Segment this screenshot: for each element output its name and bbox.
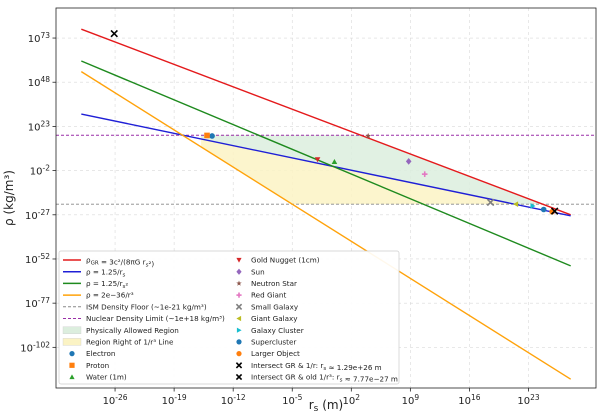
x-tick-label: 109 xyxy=(402,393,420,407)
legend-swatch-galaxy-cluster xyxy=(236,327,242,333)
point-intersect-gr-1-r-r-s-1-29e-26-m xyxy=(550,207,559,215)
legend-label-red-giant: Red Giant xyxy=(251,291,286,300)
legend-label-intersect-gr-1-r-r-s-1-29e-26-m: Intersect GR & 1/r: rs ≈ 1.29e+26 m xyxy=(251,361,382,372)
legend-label-physically-allowed-region: Physically Allowed Region xyxy=(86,326,179,335)
point-gold-nugget-1cm xyxy=(314,157,321,163)
x-tick-label: 1016 xyxy=(458,393,481,407)
legend-label-supercluster: Supercluster xyxy=(251,338,296,347)
legend-label-small-galaxy: Small Galaxy xyxy=(251,302,299,311)
legend-label-2e-36-r: ρ = 2e−36/r³ xyxy=(86,291,134,300)
legend-swatch-giant-galaxy xyxy=(236,315,242,322)
y-tick-label: 10-2 xyxy=(30,164,50,178)
series-line-gr xyxy=(81,28,571,216)
legend-swatch-neutron-star xyxy=(236,280,242,286)
legend-label-intersect-gr-old-1-r-r-s-7-77e-27-m: Intersect GR & old 1/r³: rs ≈ 7.77e−27 m xyxy=(251,373,398,384)
legend-swatch-electron xyxy=(69,351,75,357)
legend-label-galaxy-cluster: Galaxy Cluster xyxy=(251,326,304,335)
legend-swatch-larger-object xyxy=(236,351,242,357)
point-red-giant xyxy=(421,171,428,177)
legend-label-giant-galaxy: Giant Galaxy xyxy=(251,314,298,323)
legend-swatch-water-1m xyxy=(69,374,75,380)
series-line-inv1 xyxy=(81,113,571,217)
legend-box xyxy=(58,250,400,385)
point-giant-galaxy xyxy=(513,201,519,207)
legend-swatch-intersect-gr-1-r-r-s-1-29e-26-m xyxy=(235,362,243,369)
legend-swatch-proton xyxy=(69,362,75,368)
x-tick-label: 102 xyxy=(343,393,361,407)
legend-swatch-sun xyxy=(236,268,242,275)
legend-swatch-region-right-of-1-r-line xyxy=(62,338,82,346)
legend-label-neutron-star: Neutron Star xyxy=(251,279,297,288)
reference-lines xyxy=(56,134,596,205)
legend-label-region-right-of-1-r-line: Region Right of 1/r³ Line xyxy=(86,338,174,347)
data-points xyxy=(110,29,559,215)
point-small-galaxy xyxy=(486,198,495,207)
legend-label-gr-3c-8-g-r-s: ρGR = 3c²/(8πG rs²) xyxy=(86,256,154,269)
point-sun xyxy=(405,158,412,165)
x-tick-label: 10-12 xyxy=(221,393,246,407)
point-galaxy-cluster xyxy=(530,203,536,209)
legend-label-gold-nugget-1cm: Gold Nugget (1cm) xyxy=(251,256,320,265)
y-tick-label: 1023 xyxy=(28,119,51,133)
y-tick-label: 10-52 xyxy=(25,252,50,266)
plot-frame xyxy=(55,7,597,389)
y-tick-label: 1073 xyxy=(28,31,51,45)
regions xyxy=(201,135,569,205)
legend-label-nuclear-density-limit-1e-18-kg-m: Nuclear Density Limit (~1e+18 kg/m³) xyxy=(86,314,225,323)
y-tick-label: 1048 xyxy=(28,75,51,89)
legend-label-ism-density-floor-1e-21-kg-m: ISM Density Floor (~1e-21 kg/m³) xyxy=(86,302,207,311)
legend-label-sun: Sun xyxy=(251,267,265,276)
legend-label-larger-object: Larger Object xyxy=(251,349,300,358)
point-proton xyxy=(204,132,210,139)
point-electron xyxy=(209,133,215,139)
point-neutron-star xyxy=(365,132,372,139)
legend-label-1-25-r-s: ρ = 1.25/rs xyxy=(86,267,126,278)
series-lines xyxy=(80,28,572,380)
legend-swatch-supercluster xyxy=(236,339,242,345)
x-tick-label: 10-19 xyxy=(162,393,187,407)
y-tick-label: 10-27 xyxy=(25,208,50,222)
x-tick-label: 10-5 xyxy=(282,393,302,407)
legend-label-electron: Electron xyxy=(86,349,115,358)
axis-ticks: 10-26 10-19 10-12 10-5 102 109 1016 1023 1073 104… xyxy=(20,31,540,407)
series-line-inv2 xyxy=(81,60,571,267)
legend-label-1-25-r-s: ρ = 1.25/rs² xyxy=(86,279,128,290)
legend-label-proton: Proton xyxy=(86,361,109,370)
y-axis-label: ρ (kg/m³) xyxy=(2,170,16,226)
legend-label-water-1m: Water (1m) xyxy=(86,373,127,382)
x-axis-label: rs (m) xyxy=(309,398,344,414)
x-tick-label: 1023 xyxy=(517,393,540,407)
y-tick-label: 10-77 xyxy=(25,296,50,310)
series-line-inv3 xyxy=(80,71,572,380)
legend-swatch-red-giant xyxy=(236,292,242,298)
legend: ρGR = 3c²/(8πG rs²)ρ = 1.25/rsρ = 1.25/r… xyxy=(58,250,400,385)
region-physically-allowed xyxy=(201,135,569,205)
point-water-1m xyxy=(331,158,338,165)
point-intersect-gr-old-1-r-r-s-7-77e-27-m xyxy=(110,29,118,38)
legend-swatch-intersect-gr-old-1-r-r-s-7-77e-27-m xyxy=(235,373,243,381)
region-right-of-inverse-cube xyxy=(201,139,569,205)
legend-swatch-small-galaxy xyxy=(235,303,243,310)
point-supercluster xyxy=(540,206,547,213)
legend-swatch-gold-nugget-1cm xyxy=(236,257,242,263)
y-tick-label: 10-102 xyxy=(20,340,50,354)
x-tick-label: 10-26 xyxy=(103,393,128,407)
legend-swatch-physically-allowed-region xyxy=(62,326,82,334)
